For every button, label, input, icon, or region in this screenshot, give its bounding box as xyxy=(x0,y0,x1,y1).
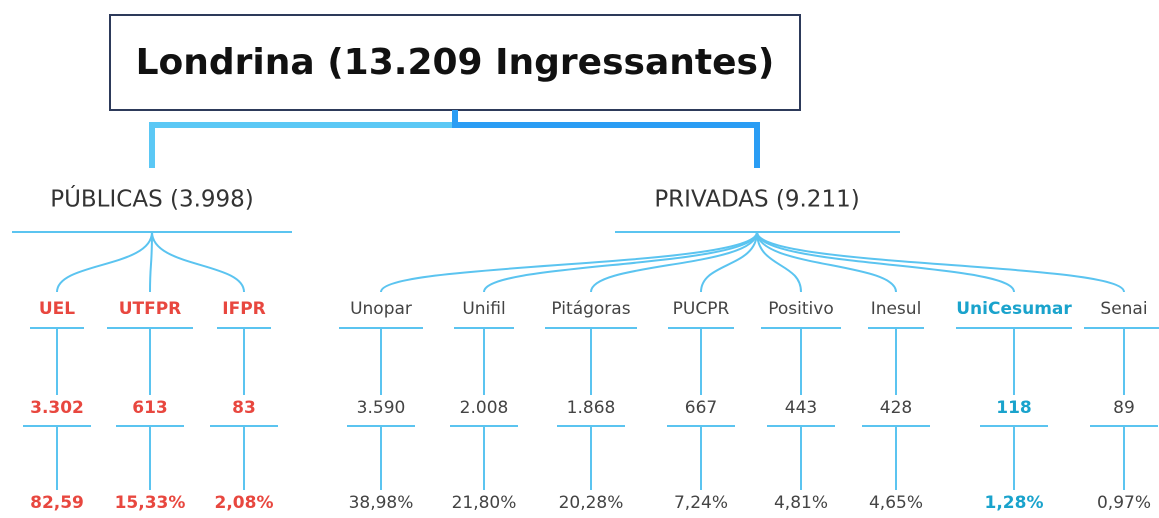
institution-name: Senai xyxy=(1100,299,1147,319)
institution-name: Positivo xyxy=(768,299,833,319)
connector xyxy=(151,231,245,293)
connector xyxy=(756,231,802,293)
institution-name: PUCPR xyxy=(673,299,730,319)
institution-name: Unifil xyxy=(462,299,505,319)
percent: 21,80% xyxy=(452,493,517,513)
institution-name: IFPR xyxy=(222,299,266,319)
connector xyxy=(590,231,758,293)
percent: 38,98% xyxy=(349,493,414,513)
title-box xyxy=(109,14,801,111)
title: Londrina (13.209 Ingressantes) xyxy=(136,42,775,83)
count: 2.008 xyxy=(460,398,509,418)
percent: 15,33% xyxy=(115,493,186,513)
count: 83 xyxy=(232,398,256,418)
connector xyxy=(149,231,153,293)
count: 3.302 xyxy=(30,398,84,418)
percent: 1,28% xyxy=(985,493,1044,513)
percent: 4,81% xyxy=(774,493,828,513)
connector xyxy=(380,231,758,293)
institution-name: UTFPR xyxy=(119,299,182,319)
count: 613 xyxy=(132,398,168,418)
connector xyxy=(483,231,758,293)
institution-name: UniCesumar xyxy=(956,299,1072,319)
institution-name: Pitágoras xyxy=(551,299,630,319)
connector xyxy=(56,231,153,293)
count: 89 xyxy=(1113,398,1135,418)
institution-name: Unopar xyxy=(350,299,412,319)
connector xyxy=(756,231,1015,293)
group-label: PÚBLICAS (3.998) xyxy=(50,185,254,213)
bracket-right xyxy=(452,110,760,168)
percent: 82,59 xyxy=(30,493,84,513)
connector xyxy=(756,231,897,293)
institution-name: UEL xyxy=(39,299,75,319)
institution-name: Inesul xyxy=(871,299,922,319)
percent: 2,08% xyxy=(215,493,274,513)
connector xyxy=(700,231,758,293)
count: 667 xyxy=(685,398,717,418)
percent: 7,24% xyxy=(674,493,728,513)
percent: 0,97% xyxy=(1097,493,1151,513)
count: 1.868 xyxy=(567,398,616,418)
count: 3.590 xyxy=(357,398,406,418)
count: 428 xyxy=(880,398,912,418)
connector xyxy=(756,231,1125,293)
group-label: PRIVADAS (9.211) xyxy=(654,187,859,213)
bracket-left xyxy=(149,110,458,168)
percent: 20,28% xyxy=(559,493,624,513)
count: 118 xyxy=(996,398,1032,418)
percent: 4,65% xyxy=(869,493,923,513)
count: 443 xyxy=(785,398,817,418)
